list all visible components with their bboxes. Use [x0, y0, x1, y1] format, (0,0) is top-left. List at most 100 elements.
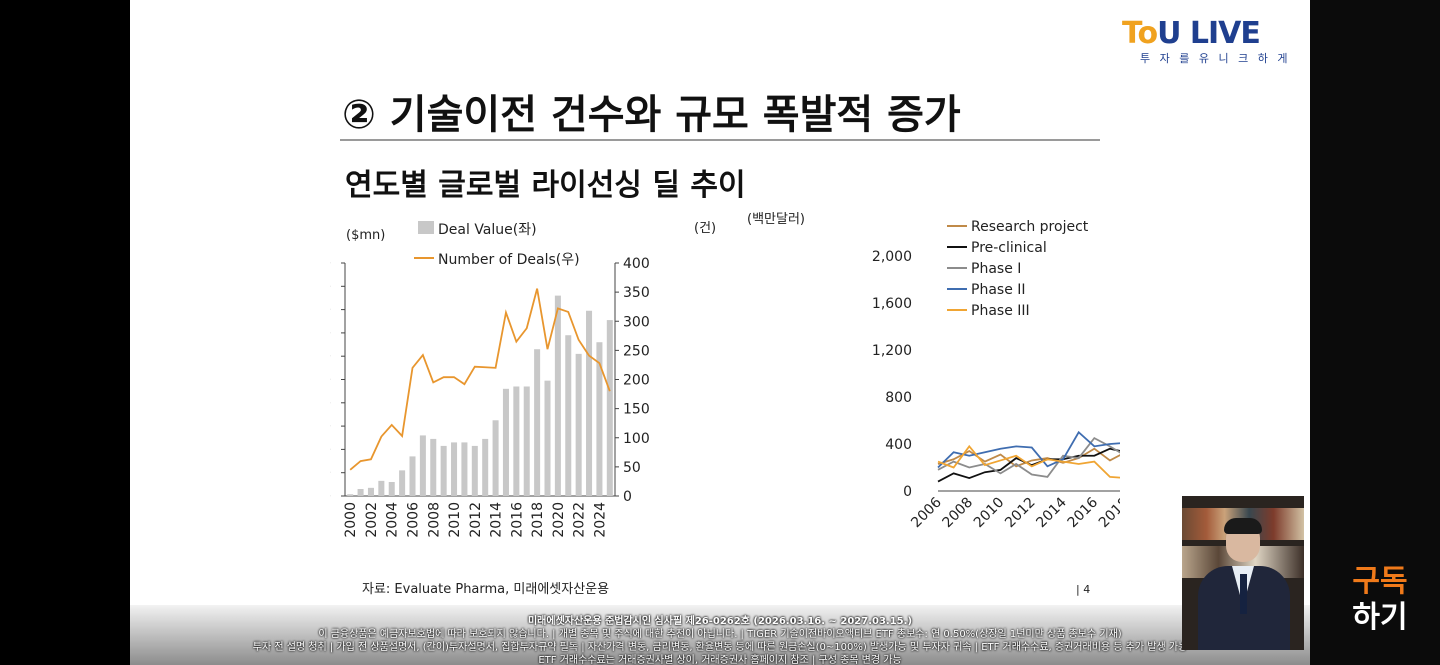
series-line	[937, 447, 1120, 468]
y-tick-label: 800	[885, 390, 912, 406]
logo-wordmark: ToU LIVE	[1122, 16, 1261, 51]
x-tick-label: 2014	[1033, 494, 1070, 531]
series-line	[937, 436, 1120, 478]
x-tick-label: 2006	[406, 502, 422, 538]
right-chart-unit: (백만달러)	[747, 212, 805, 227]
x-tick-label: 2002	[364, 502, 380, 538]
deal-value-bar	[357, 489, 364, 496]
x-tick-label: 2012	[468, 502, 484, 538]
left-y-tick-label: 160,000	[330, 303, 331, 319]
x-tick-label: 2016	[1065, 494, 1102, 531]
presenter-hair	[1224, 518, 1262, 534]
right-y-tick-label: 50	[623, 460, 641, 476]
deal-value-bar	[461, 442, 468, 496]
deal-value-bar	[565, 335, 572, 496]
left-y-tick-label: 100,000	[330, 373, 331, 389]
deal-value-bar	[419, 435, 426, 496]
subscribe-line-1: 구독	[1352, 564, 1408, 599]
deal-trend-chart: ($mn) (건) Deal Value(좌) Number of Deals(…	[330, 221, 716, 538]
x-tick-label: 2020	[551, 502, 567, 538]
x-tick-label: 2004	[385, 502, 401, 538]
subscribe-line-2: 하기	[1352, 600, 1408, 635]
right-y-tick-label: 250	[623, 343, 650, 359]
deal-value-bar	[378, 480, 385, 496]
disclaimer-line: 이 금융상품은 예금자보호법에 따라 보호되지 않습니다. | 개별 종목 및 …	[318, 629, 1122, 640]
disclaimer-line: 미래에셋자산운용 준법감시인 심사필 제26-0262호 (2026.03.16…	[527, 616, 913, 627]
presenter-tie	[1240, 574, 1247, 614]
left-axis-unit: ($mn)	[346, 228, 385, 243]
deal-value-bar	[575, 353, 582, 496]
x-tick-label: 2008	[940, 495, 977, 532]
deal-value-bar	[554, 295, 561, 496]
deal-value-bar	[451, 442, 458, 496]
legend-label: Phase II	[971, 282, 1026, 298]
y-tick-label: 2,000	[872, 249, 912, 265]
left-y-tick-label: 20,000	[330, 466, 331, 482]
disclaimer-line: 투자 전 설명 청취 | 가입 전 상품설명서, (간이)투자설명서, 집합투자…	[252, 642, 1188, 653]
deal-value-bar	[440, 445, 447, 496]
left-y-tick-label: 180,000	[330, 279, 331, 295]
brand-logo: ToU LIVE 투 자 를 유 니 크 하 게	[1122, 16, 1292, 66]
deal-value-bar	[367, 487, 374, 496]
video-frame-right	[1310, 0, 1440, 665]
x-tick-label: 2010	[447, 502, 463, 538]
deal-value-bar	[430, 438, 437, 496]
right-y-tick-label: 200	[623, 373, 650, 389]
disclaimer-line: ETF 거래수수료는 거래증권사별 상이, 거래증권사 홈페이지 참조 | 구성…	[538, 655, 902, 665]
left-y-tick-label: 40,000	[330, 442, 331, 458]
right-y-tick-label: 300	[623, 314, 650, 330]
right-y-tick-label: 100	[623, 431, 650, 447]
x-tick-label: 2000	[343, 502, 359, 538]
x-tick-label: 2010	[971, 495, 1008, 532]
deal-value-bar	[347, 494, 354, 496]
disclaimer-box: 미래에셋자산운용 준법감시인 심사필 제26-0262호 (2026.03.16…	[130, 605, 1310, 665]
right-y-tick-label: 350	[623, 285, 650, 301]
title-divider	[340, 139, 1100, 141]
deal-value-bar	[523, 386, 530, 496]
legend-label: Research project	[971, 219, 1089, 235]
deal-value-bar	[502, 388, 509, 496]
slide-title: ② 기술이전 건수와 규모 폭발적 증가	[342, 92, 961, 138]
x-tick-label: 2022	[572, 502, 588, 538]
x-tick-label: 2018	[1096, 495, 1120, 532]
number-of-deals-line	[349, 288, 611, 471]
subscribe-button[interactable]: 구독 하기	[1345, 564, 1415, 636]
left-y-tick-label: 140,000	[330, 326, 331, 342]
left-y-tick-label: 0	[330, 489, 331, 505]
deal-value-bar	[471, 445, 478, 496]
series-line	[937, 430, 1120, 469]
legend-label: Pre-clinical	[971, 240, 1047, 256]
deal-value-bar	[586, 310, 593, 496]
y-tick-label: 400	[885, 437, 912, 453]
deal-value-bar	[399, 470, 406, 496]
deal-value-bar	[492, 420, 499, 496]
left-y-tick-label: 80,000	[330, 396, 331, 412]
legend-label-number-of-deals: Number of Deals(우)	[438, 252, 580, 268]
deal-value-bar	[513, 386, 520, 496]
source-note: 자료: Evaluate Pharma, 미래에셋자산운용	[362, 582, 610, 597]
series-line	[937, 444, 1120, 479]
y-tick-label: 0	[903, 484, 912, 500]
y-tick-label: 1,200	[872, 343, 912, 359]
right-y-tick-label: 150	[623, 402, 650, 418]
deal-value-bar	[596, 342, 603, 496]
x-tick-label: 2008	[426, 502, 442, 538]
series-line	[937, 447, 1120, 483]
right-y-tick-label: 0	[623, 489, 632, 505]
x-tick-label: 2014	[489, 502, 505, 538]
legend-swatch-deal-value	[418, 221, 434, 234]
x-tick-label: 2016	[509, 502, 525, 538]
left-y-tick-label: 200,000	[330, 256, 331, 272]
left-y-tick-label: 60,000	[330, 419, 331, 435]
legend-label: Phase I	[971, 261, 1021, 277]
deal-value-bar	[534, 349, 541, 496]
legend-label-deal-value: Deal Value(좌)	[438, 222, 537, 238]
deal-value-bar	[409, 456, 416, 496]
deal-value-bar	[482, 438, 489, 496]
x-tick-label: 2018	[530, 502, 546, 538]
x-tick-label: 2012	[1002, 495, 1039, 532]
legend-label: Phase III	[971, 303, 1030, 319]
x-tick-label: 2024	[592, 502, 608, 538]
phase-deal-chart: (백만달러) Research project Pre-clinical Phase…	[747, 212, 1120, 532]
left-y-tick-label: 120,000	[330, 349, 331, 365]
